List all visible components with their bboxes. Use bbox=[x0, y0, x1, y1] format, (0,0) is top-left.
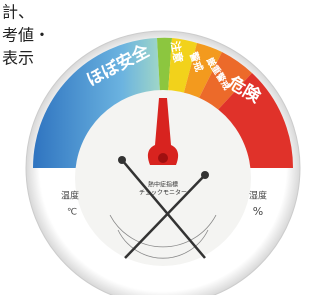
temperature-unit: ℃ bbox=[67, 208, 77, 218]
dial: ほぼ安全 注意 警戒 厳重警戒 危険 熱中症指標 チェックモニター 温度 ℃ 湿… bbox=[26, 31, 300, 295]
product-photo: 計、 考値・ 表示 ほぼ安全 注意 警戒 厳重警戒 危険 熱中症指標 チェックモ… bbox=[0, 0, 302, 295]
center-text: 熱中症指標 bbox=[148, 181, 178, 189]
pointer-pivot bbox=[158, 153, 168, 163]
page: {"caption_lines": ["計、", "考値・", "表示"], "… bbox=[0, 0, 302, 295]
humidity-unit: % bbox=[253, 205, 263, 218]
caption-line: 計、 bbox=[2, 3, 34, 22]
caption-line: 考値・ bbox=[2, 26, 50, 45]
caption-line: 表示 bbox=[2, 49, 34, 68]
temperature-label: 温度 bbox=[61, 190, 79, 202]
humidity-label: 湿度 bbox=[249, 190, 267, 202]
caption: 計、 考値・ 表示 bbox=[2, 3, 50, 68]
hand-pivot bbox=[118, 156, 126, 164]
hand-pivot bbox=[201, 171, 209, 179]
